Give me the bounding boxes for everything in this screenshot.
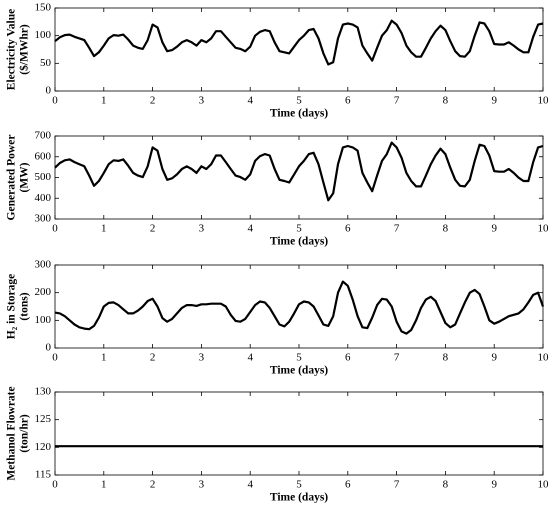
x-tick-label: 1 <box>101 223 107 235</box>
x-tick-label: 7 <box>394 223 400 235</box>
x-tick-label: 0 <box>52 95 58 107</box>
x-axis-label: Time (days) <box>270 108 328 120</box>
x-tick-label: 2 <box>150 223 156 235</box>
x-tick-label: 9 <box>491 479 497 491</box>
x-tick-label: 10 <box>538 479 550 491</box>
x-axis-label: Time (days) <box>270 365 328 377</box>
x-tick-label: 5 <box>296 352 302 364</box>
x-tick-label: 4 <box>247 352 253 364</box>
y-axis-label: Generated Power <box>6 135 18 221</box>
y-tick-label: 100 <box>35 29 52 41</box>
y-tick-label: 300 <box>35 213 52 225</box>
y-axis-label: (tons) <box>19 292 31 320</box>
x-tick-label: 1 <box>101 95 107 107</box>
x-tick-label: 3 <box>199 352 205 364</box>
data-line <box>54 141 544 202</box>
x-tick-label: 7 <box>394 95 400 107</box>
x-tick-label: 4 <box>247 479 253 491</box>
y-tick-label: 150 <box>35 2 52 14</box>
x-tick-label: 8 <box>443 479 449 491</box>
y-tick-label: 0 <box>46 342 52 354</box>
y-axis-label: ($/MWhr) <box>18 24 31 75</box>
y-tick-label: 500 <box>35 171 52 183</box>
x-axis-label: Time (days) <box>270 492 328 504</box>
x-tick-label: 6 <box>345 479 351 491</box>
x-tick-label: 0 <box>52 223 58 235</box>
x-tick-label: 7 <box>394 479 400 491</box>
x-tick-label: 2 <box>150 479 156 491</box>
x-tick-label: 8 <box>443 223 449 235</box>
x-tick-label: 1 <box>101 479 107 491</box>
y-tick-label: 50 <box>40 57 52 69</box>
y-tick-label: 200 <box>35 286 52 298</box>
x-tick-label: 6 <box>345 95 351 107</box>
x-tick-label: 1 <box>101 352 107 364</box>
x-tick-label: 0 <box>52 352 58 364</box>
x-tick-label: 3 <box>199 223 205 235</box>
y-tick-label: 400 <box>35 192 52 204</box>
x-tick-label: 4 <box>247 95 253 107</box>
x-tick-label: 0 <box>52 479 58 491</box>
x-tick-label: 3 <box>199 479 205 491</box>
x-tick-label: 9 <box>491 95 497 107</box>
y-axis-label: (MW) <box>19 162 31 192</box>
x-tick-label: 6 <box>345 352 351 364</box>
x-tick-label: 8 <box>443 95 449 107</box>
x-tick-label: 9 <box>491 223 497 235</box>
x-tick-label: 3 <box>199 95 205 107</box>
y-tick-label: 125 <box>35 413 52 425</box>
plot-frame <box>54 391 544 476</box>
x-tick-label: 10 <box>538 223 550 235</box>
x-tick-label: 6 <box>345 223 351 235</box>
data-line <box>54 280 545 335</box>
y-axis-label: Electricity Value <box>6 9 18 90</box>
y-axis-label: (ton/hr) <box>19 414 31 453</box>
data-line <box>54 19 544 66</box>
y-tick-label: 0 <box>46 85 52 97</box>
x-tick-label: 5 <box>296 95 302 107</box>
x-tick-label: 2 <box>150 352 156 364</box>
x-tick-label: 4 <box>247 223 253 235</box>
y-tick-label: 120 <box>35 441 52 453</box>
y-tick-label: 115 <box>35 469 52 481</box>
y-axis-label: Methanol Flowrate <box>6 386 18 480</box>
x-tick-label: 5 <box>296 223 302 235</box>
x-tick-label: 10 <box>538 352 550 364</box>
y-tick-label: 100 <box>35 314 52 326</box>
y-tick-label: 130 <box>35 386 52 398</box>
y-tick-label: 300 <box>35 259 52 271</box>
y-axis-label: H₂ in Storage <box>6 274 18 339</box>
x-tick-label: 8 <box>443 352 449 364</box>
x-tick-label: 9 <box>491 352 497 364</box>
y-tick-label: 600 <box>35 150 52 162</box>
x-tick-label: 2 <box>150 95 156 107</box>
x-tick-label: 5 <box>296 479 302 491</box>
x-tick-label: 10 <box>538 95 550 107</box>
y-tick-label: 700 <box>35 130 52 142</box>
x-axis-label: Time (days) <box>270 236 328 248</box>
x-tick-label: 7 <box>394 352 400 364</box>
